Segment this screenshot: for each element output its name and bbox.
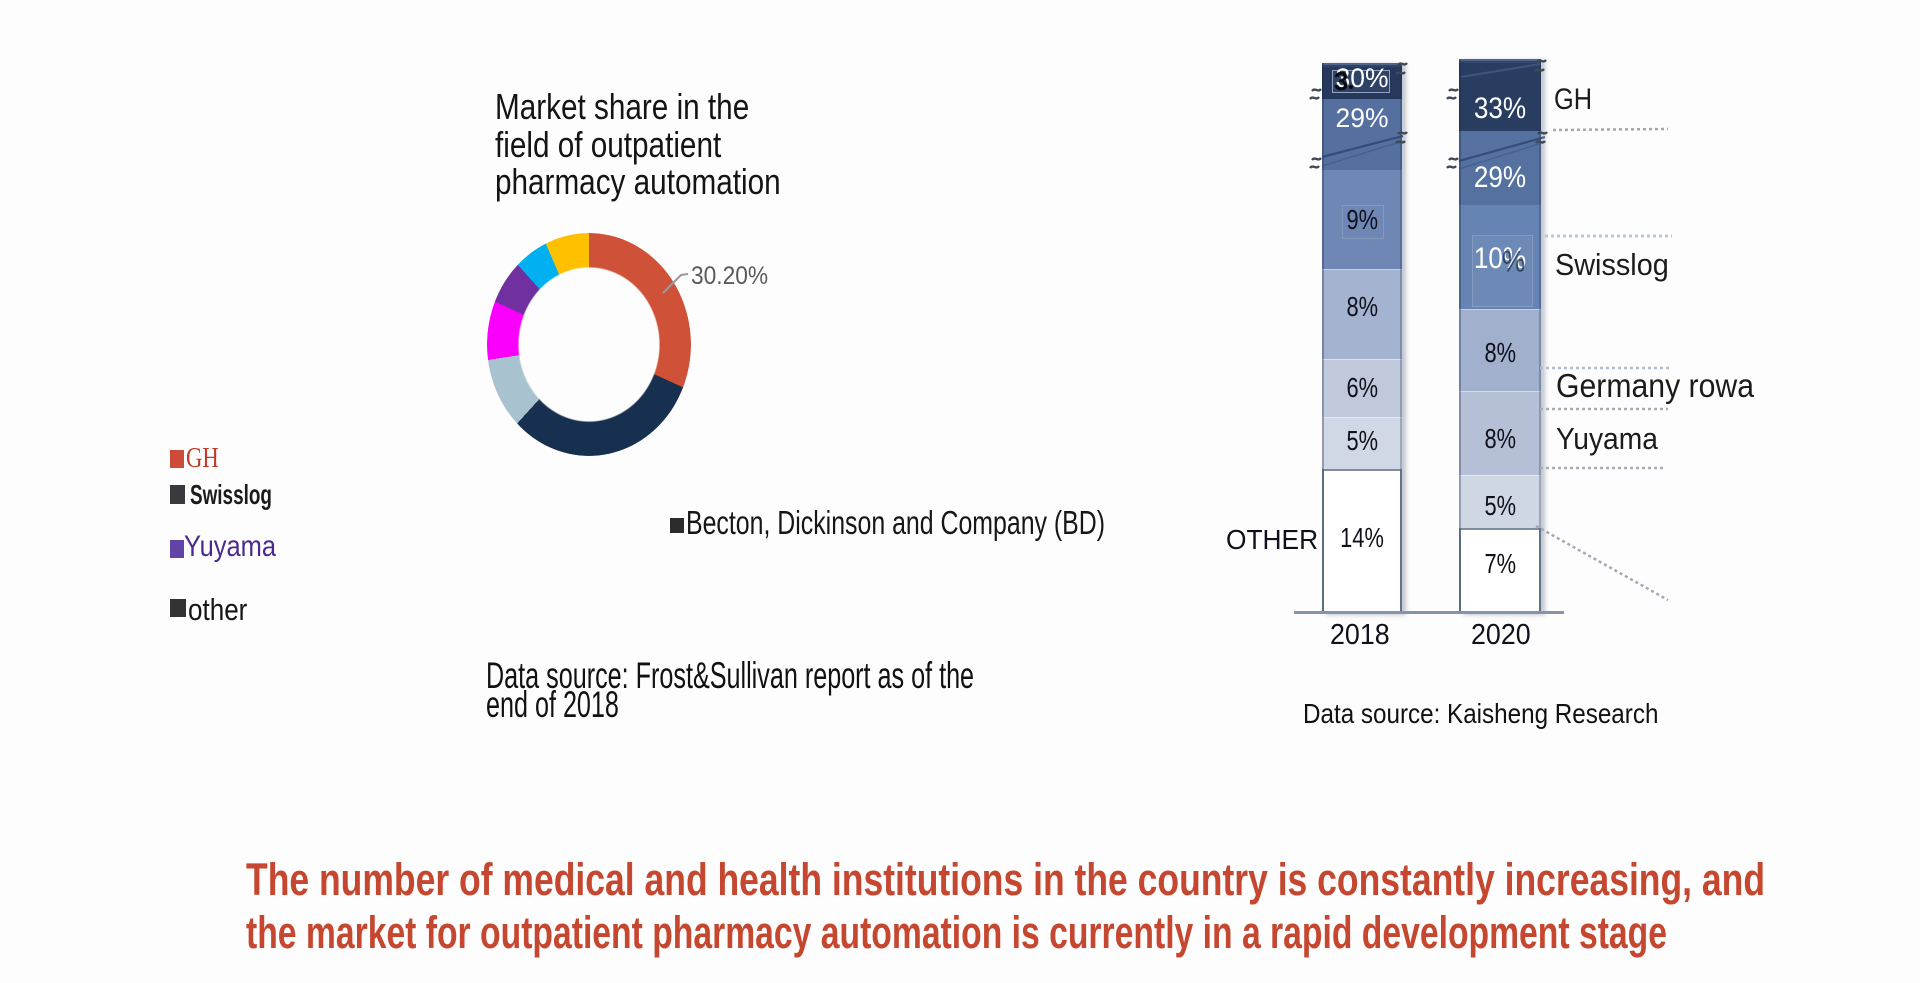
svg-text:%: % (1502, 245, 1525, 278)
svg-text:3: 3 (1334, 66, 1348, 96)
